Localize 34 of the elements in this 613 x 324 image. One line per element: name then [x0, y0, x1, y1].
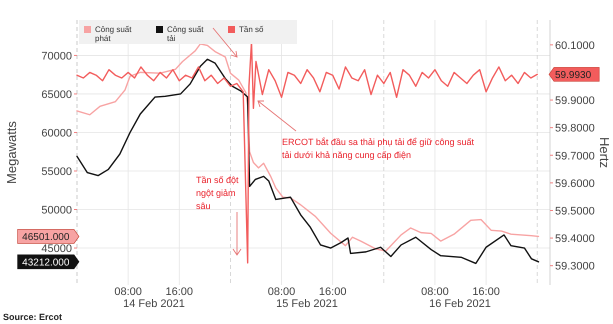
x-tick-label: 16:00: [166, 286, 194, 298]
legend-label: Công suất phát: [95, 25, 132, 43]
x-tick-label: 08:00: [268, 286, 296, 298]
x-tick-label: 16:00: [472, 286, 500, 298]
source-note: Source: Ercot: [3, 312, 62, 322]
y-tick-label: 70000: [41, 50, 72, 62]
y-tick-label: 43212.000: [22, 257, 70, 268]
annotation: Tần số đột ngột giảm sâu: [196, 175, 240, 212]
y2-tick-label: 59.9000: [555, 95, 595, 108]
annotation: ERCOT bắt đầu sa thải phụ tải để giữ công suất tải dưới khả năng cung cấp điện: [282, 137, 474, 160]
y-axis-title: Megawatts: [4, 120, 19, 184]
y2-tick-label: 60.1000: [555, 40, 595, 52]
y2-tick-label: 59.4000: [555, 233, 595, 246]
y-tick-label: 65000: [41, 88, 72, 101]
x-tick-label: 08:00: [421, 286, 449, 298]
y-tick-label: 55000: [41, 166, 72, 178]
y2-tick-label: 59.9930: [555, 70, 592, 81]
y2-tick-label: 59.6000: [555, 178, 595, 190]
y-tick-label: 45000: [41, 243, 72, 256]
legend-label: Tần số: [239, 25, 264, 34]
y-tick-label: 50000: [41, 204, 72, 217]
text: 15 Feb 2021: [276, 298, 338, 310]
y-tick-label: 60000: [41, 127, 72, 140]
x-tick-label: 08:00: [114, 286, 142, 298]
y2-tick-label: 59.5000: [555, 205, 595, 218]
y2-tick-label: 59.8000: [555, 122, 595, 135]
y2-tick-label: 59.7000: [555, 150, 595, 162]
y2-tick-label: 59.3000: [555, 260, 595, 273]
y-tick-label: 46501.000: [22, 232, 70, 243]
x-tick-label: 16:00: [318, 286, 346, 298]
y2-axis-title: Hertz: [597, 136, 612, 168]
legend-label: Công suất tải: [167, 25, 204, 43]
text: 16 Feb 2021: [429, 298, 491, 310]
text: 14 Feb 2021: [123, 298, 185, 310]
